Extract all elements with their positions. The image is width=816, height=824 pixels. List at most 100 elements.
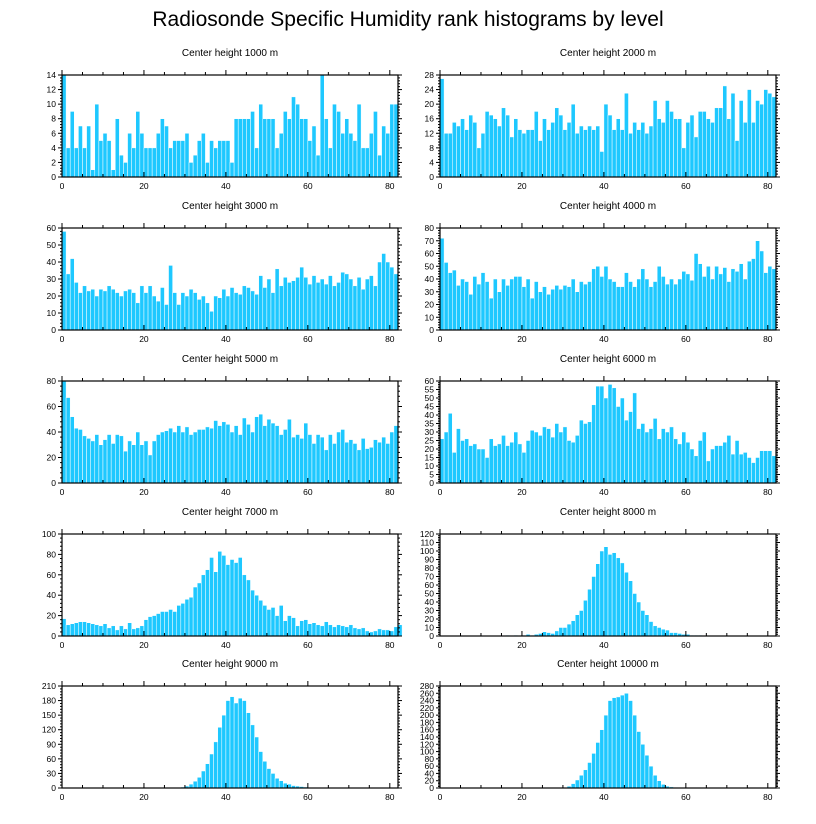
histogram-bar — [65, 147, 71, 178]
histogram-bar — [443, 262, 449, 331]
histogram-bar — [102, 290, 108, 331]
histogram-bar — [319, 436, 325, 484]
y-tick-label: 210 — [42, 681, 56, 691]
x-tick-label: 60 — [681, 640, 691, 650]
histogram-bar — [176, 605, 182, 637]
histogram-bar — [242, 118, 247, 178]
histogram-bar — [311, 443, 317, 484]
histogram-bar — [763, 450, 769, 484]
histogram-bar — [147, 454, 153, 484]
histogram-bar — [669, 426, 674, 484]
histogram-bar — [196, 140, 202, 178]
histogram-bar — [493, 445, 498, 484]
histogram-bar — [184, 133, 190, 178]
histogram-bar — [344, 441, 350, 484]
histogram-bar — [710, 278, 715, 331]
histogram-bar — [303, 422, 309, 484]
histogram-bar — [603, 397, 609, 484]
histogram-bar — [615, 696, 621, 789]
histogram-bar — [599, 385, 605, 484]
x-tick-label: 40 — [599, 334, 609, 344]
histogram-bar — [201, 574, 206, 637]
y-tick-label: 15 — [425, 453, 435, 463]
histogram-bar — [151, 615, 157, 637]
histogram-bar — [356, 103, 362, 178]
histogram-bar — [299, 438, 305, 484]
histogram-bar — [652, 281, 658, 331]
histogram-bar — [693, 455, 699, 484]
histogram-bar — [155, 434, 161, 484]
histogram-bar — [78, 621, 83, 637]
histogram-bar — [554, 423, 560, 484]
y-tick-label: 4 — [51, 143, 56, 153]
histogram-bar — [558, 431, 564, 484]
histogram-bar — [381, 436, 386, 484]
histogram-bar — [283, 277, 288, 331]
histogram-bar — [196, 777, 202, 789]
histogram-bar — [501, 278, 506, 331]
y-tick-label: 0 — [51, 783, 56, 793]
x-tick-label: 20 — [139, 792, 149, 802]
histogram-bar — [615, 406, 621, 484]
y-tick-label: 25 — [425, 436, 435, 446]
histogram-bar — [332, 285, 337, 331]
histogram-bar — [681, 147, 687, 178]
histogram-bar — [168, 147, 173, 178]
y-tick-label: 90 — [425, 555, 435, 565]
y-tick-label: 260 — [420, 688, 434, 698]
panel-title: Center height 3000 m — [182, 201, 278, 212]
histogram-bar — [250, 431, 255, 484]
histogram-bar — [661, 122, 666, 178]
histogram-bar — [266, 118, 272, 178]
histogram-bar — [693, 253, 699, 331]
panel-title: Center height 9000 m — [182, 659, 278, 670]
histogram-bar — [344, 273, 350, 331]
histogram-bar — [106, 285, 112, 331]
histogram-bar — [373, 111, 378, 178]
y-tick-label: 40 — [47, 590, 57, 600]
y-tick-label: 20 — [47, 453, 57, 463]
x-tick-label: 0 — [60, 640, 65, 650]
histogram-bar — [295, 434, 300, 484]
histogram-bar — [488, 438, 494, 484]
histogram-bar — [295, 625, 300, 637]
histogram-bar — [697, 440, 703, 484]
y-tick-label: 0 — [429, 172, 434, 182]
histogram-bar — [119, 625, 124, 637]
histogram-bar — [652, 100, 658, 178]
histogram-bar — [123, 628, 128, 637]
histogram-bar — [385, 261, 391, 331]
histogram-bar — [221, 288, 227, 331]
histogram-bar — [389, 630, 395, 637]
y-tick-label: 50 — [425, 589, 435, 599]
histogram-bar — [258, 413, 264, 484]
histogram-bar — [323, 283, 329, 331]
histogram-bar — [82, 621, 87, 637]
histogram-bar — [710, 122, 715, 178]
histogram-bar — [652, 625, 658, 637]
histogram-bar — [106, 140, 112, 178]
histogram-bar — [697, 111, 703, 178]
histogram-bar — [221, 140, 227, 178]
histogram-bar — [373, 285, 378, 331]
histogram-bar — [460, 118, 465, 178]
histogram-bar — [274, 615, 280, 637]
y-tick-label: 12 — [47, 85, 57, 95]
histogram-bar — [65, 273, 71, 331]
histogram-bar — [624, 419, 629, 484]
histogram-bar — [640, 122, 646, 178]
histogram-bar — [447, 133, 453, 178]
histogram-bar — [669, 278, 674, 331]
histogram-bar — [591, 129, 596, 178]
histogram-bar — [164, 304, 169, 331]
histogram-bar — [509, 441, 515, 484]
histogram-bar — [452, 452, 457, 484]
histogram-bar — [771, 96, 777, 178]
histogram-bar — [484, 457, 490, 484]
histogram-bar — [591, 268, 596, 331]
histogram-bar — [221, 421, 227, 484]
histogram-bar — [636, 129, 642, 178]
histogram-bar — [106, 434, 112, 484]
histogram-bar — [61, 380, 67, 484]
histogram-bar — [636, 731, 642, 789]
